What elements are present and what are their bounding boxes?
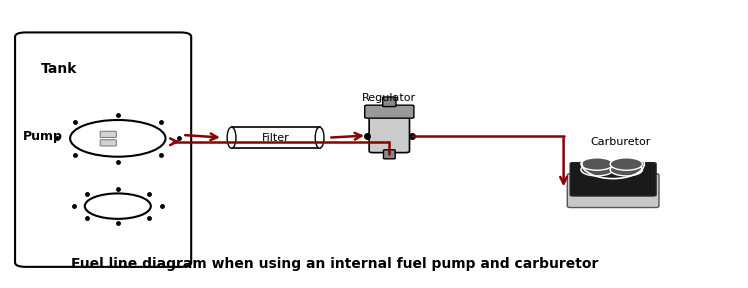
Ellipse shape <box>315 127 324 148</box>
Circle shape <box>581 164 613 176</box>
Text: Filter: Filter <box>262 133 289 143</box>
Text: Carburetor: Carburetor <box>590 137 651 147</box>
FancyBboxPatch shape <box>100 140 117 146</box>
FancyBboxPatch shape <box>232 127 319 148</box>
FancyBboxPatch shape <box>15 33 191 267</box>
FancyBboxPatch shape <box>369 113 409 153</box>
Circle shape <box>70 120 165 157</box>
Circle shape <box>610 158 643 170</box>
Text: Regulator: Regulator <box>362 93 417 103</box>
Text: Tank: Tank <box>40 62 77 76</box>
FancyBboxPatch shape <box>567 174 659 208</box>
FancyBboxPatch shape <box>570 163 656 196</box>
FancyBboxPatch shape <box>100 131 117 137</box>
Text: Fuel line diagram when using an internal fuel pump and carburetor: Fuel line diagram when using an internal… <box>70 257 598 271</box>
Ellipse shape <box>227 127 236 148</box>
Circle shape <box>581 158 613 170</box>
FancyBboxPatch shape <box>384 150 395 159</box>
Text: Pump: Pump <box>22 130 62 143</box>
Circle shape <box>610 164 643 176</box>
FancyBboxPatch shape <box>365 105 414 118</box>
Circle shape <box>85 194 151 219</box>
FancyBboxPatch shape <box>383 97 396 107</box>
